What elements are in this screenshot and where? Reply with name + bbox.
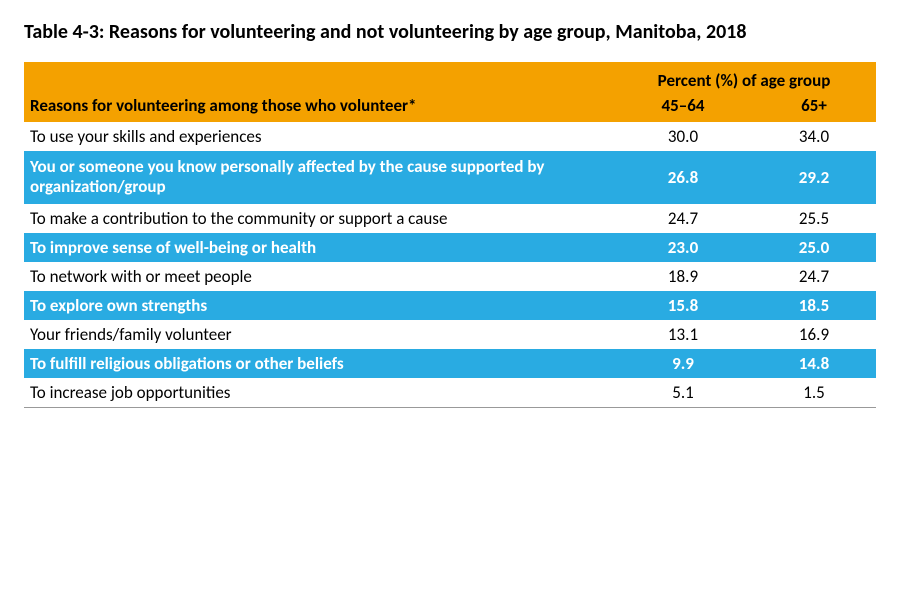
row-value-65plus: 25.0 (754, 233, 876, 262)
row-value-45-64: 26.8 (614, 151, 754, 204)
row-label: To use your skills and experiences (24, 122, 614, 151)
table-row: To network with or meet people18.924.7 (24, 262, 876, 291)
row-value-65plus: 16.9 (754, 320, 876, 349)
row-value-65plus: 14.8 (754, 349, 876, 378)
table-row: To improve sense of well-being or health… (24, 233, 876, 262)
table-row: To increase job opportunities5.11.5 (24, 378, 876, 408)
row-label: To network with or meet people (24, 262, 614, 291)
row-label: You or someone you know personally affec… (24, 151, 614, 204)
row-value-45-64: 30.0 (614, 122, 754, 151)
row-value-65plus: 18.5 (754, 291, 876, 320)
row-label: To explore own strengths (24, 291, 614, 320)
row-value-65plus: 25.5 (754, 204, 876, 233)
row-value-65plus: 34.0 (754, 122, 876, 151)
data-rows: To use your skills and experiences30.034… (24, 122, 876, 407)
row-value-45-64: 18.9 (614, 262, 754, 291)
row-value-65plus: 24.7 (754, 262, 876, 291)
table-body: Percent (%) of age group Reasons for vol… (24, 62, 876, 122)
row-value-45-64: 5.1 (614, 378, 754, 408)
header-row-label: Reasons for volunteering among those who… (24, 93, 614, 122)
row-value-45-64: 24.7 (614, 204, 754, 233)
table-row: To fulfill religious obligations or othe… (24, 349, 876, 378)
header-percent-label: Percent (%) of age group (614, 68, 876, 93)
header-super-row: Percent (%) of age group (24, 68, 876, 93)
row-label: To improve sense of well-being or health (24, 233, 614, 262)
table-row: To use your skills and experiences30.034… (24, 122, 876, 151)
table-row: You or someone you know personally affec… (24, 151, 876, 204)
header-blank (24, 68, 614, 93)
row-label: To increase job opportunities (24, 378, 614, 408)
header-col-45-64: 45–64 (614, 93, 754, 122)
row-label: To fulfill religious obligations or othe… (24, 349, 614, 378)
row-value-45-64: 23.0 (614, 233, 754, 262)
table-row: To explore own strengths15.818.5 (24, 291, 876, 320)
header-columns-row: Reasons for volunteering among those who… (24, 93, 876, 122)
row-label: Your friends/family volunteer (24, 320, 614, 349)
row-value-65plus: 29.2 (754, 151, 876, 204)
header-col-65plus: 65+ (754, 93, 876, 122)
row-value-45-64: 15.8 (614, 291, 754, 320)
table-row: To make a contribution to the community … (24, 204, 876, 233)
row-value-45-64: 9.9 (614, 349, 754, 378)
volunteering-table: Percent (%) of age group Reasons for vol… (24, 62, 876, 408)
table-row: Your friends/family volunteer13.116.9 (24, 320, 876, 349)
row-value-45-64: 13.1 (614, 320, 754, 349)
row-label: To make a contribution to the community … (24, 204, 614, 233)
table-title: Table 4-3: Reasons for volunteering and … (24, 20, 876, 44)
row-value-65plus: 1.5 (754, 378, 876, 408)
